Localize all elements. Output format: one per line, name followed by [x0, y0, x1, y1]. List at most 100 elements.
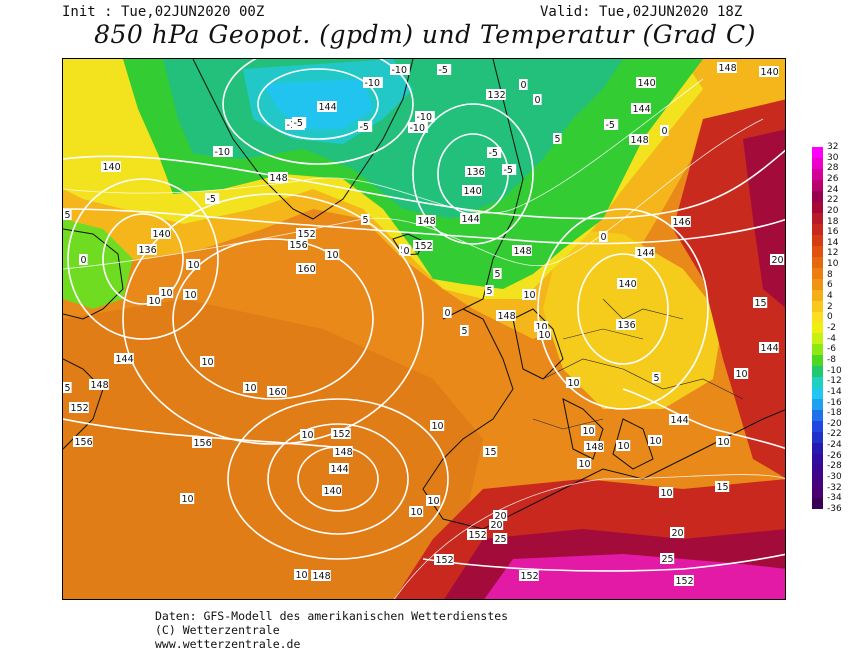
geopotential-label: 144 [462, 214, 480, 225]
geopotential-label: 144 [331, 464, 349, 475]
temperature-label: 5 [65, 383, 71, 394]
temperature-label: 10 [618, 441, 630, 452]
temperature-label: -5 [360, 122, 369, 133]
colorbar-tick-label: -24 [827, 440, 842, 451]
geopotential-label-box [288, 239, 308, 250]
geopotential-label-box [434, 554, 454, 565]
colorbar-segment [812, 366, 823, 378]
temperature-label-box [430, 420, 445, 431]
geopotential-label: 136 [467, 167, 485, 178]
temperature-label: 0 [404, 246, 410, 257]
colorbar-tick-label: -34 [827, 493, 842, 504]
geopotential-label-box [584, 441, 604, 452]
temperature-label-box [734, 368, 749, 379]
temperature-label-box [502, 164, 517, 175]
temperature-label: -5 [439, 65, 448, 76]
colorbar-segment [812, 289, 823, 302]
temperature-label: 5 [363, 215, 369, 226]
temperature-label-box [659, 487, 674, 498]
temperature-label-box [519, 79, 528, 90]
colorbar-tick-label: 20 [827, 205, 839, 216]
geopotential-label: 148 [313, 571, 331, 582]
temperature-label: 10 [245, 383, 257, 394]
temperature-label-box [213, 146, 233, 157]
geopotential-label-box [669, 414, 689, 425]
geopotential-label: 140 [638, 78, 656, 89]
temperature-label: 0 [521, 80, 527, 91]
coastlines [63, 59, 785, 530]
temperature-label: -10 [417, 112, 433, 123]
colorbar-tick-label: -6 [827, 344, 836, 355]
temperature-label-box [363, 77, 383, 88]
geopotential-label-box [465, 166, 485, 177]
valid-time: Valid: Tue,02JUN2020 18Z [540, 4, 743, 20]
geopotential-label-box [674, 575, 694, 586]
temperature-label: -10 [365, 78, 381, 89]
geopotential-label: 152 [436, 555, 454, 566]
colorbar-segment [812, 432, 823, 444]
temperature-label-box [533, 94, 542, 105]
geopotential-label-box [519, 570, 539, 581]
colorbar-tick-label: 12 [827, 248, 839, 259]
temperature-label-box [390, 64, 410, 75]
geopotential-label: 152 [298, 229, 316, 240]
colorbar-tick-label: -14 [827, 386, 842, 397]
colorbar-segment [812, 377, 823, 389]
temperature-label: 10 [327, 250, 339, 261]
colorbar-tick-label: 26 [827, 173, 839, 184]
colorbar-segment [812, 267, 823, 280]
temperature-label-box [522, 289, 537, 300]
temperature-label-box [715, 481, 730, 492]
geopotential-label: 152 [333, 429, 351, 440]
colorbar-tick-label: -2 [827, 323, 836, 333]
geopotential-label: 140 [464, 186, 482, 197]
geopotential-label-box [73, 436, 93, 447]
footer-url[interactable]: www.wetterzentrale.de [155, 637, 301, 651]
colorbar-segment [812, 443, 823, 455]
colorbar-tick-label: -28 [827, 461, 842, 472]
temperature-label: 10 [718, 437, 730, 448]
colorbar-segment [812, 179, 823, 192]
geopotential-label-box [759, 66, 779, 77]
colorbar-tick-label: 4 [827, 291, 833, 302]
geopotential-label-box [137, 244, 157, 255]
geopotential-label-box [629, 134, 649, 145]
temperature-label-box [489, 519, 504, 530]
temperature-label-box [537, 329, 552, 340]
geopotential-label: 140 [761, 67, 779, 78]
geopotential-label: 144 [633, 104, 651, 115]
colorbar-segment [812, 245, 823, 258]
temperature-label-box [358, 121, 373, 132]
geopotential-label: 156 [194, 438, 212, 449]
temperature-label: 5 [555, 134, 561, 145]
temperature-label: 20 [491, 520, 503, 531]
geopotential-label: 140 [619, 279, 637, 290]
temperature-label-box [159, 287, 174, 298]
geopotential-label: 148 [335, 447, 353, 458]
geopotential-label-box [671, 216, 691, 227]
footer-data-source: Daten: GFS-Modell des amerikanischen Wet… [155, 609, 509, 623]
colorbar-segment [812, 454, 823, 466]
temperature-label: 10 [182, 494, 194, 505]
geopotential-label: 144 [761, 343, 779, 354]
temperature-label-box [599, 231, 608, 242]
temperature-label-box [415, 111, 435, 122]
temperature-label: -5 [489, 148, 498, 159]
temperature-label: 15 [717, 482, 729, 493]
temperature-label-box [443, 307, 452, 318]
temperature-label-box [604, 119, 619, 130]
temperature-label: 10 [296, 570, 308, 581]
temperature-label: 10 [524, 290, 536, 301]
geopotential-label: 152 [676, 576, 694, 587]
geopotential-label-box [331, 428, 351, 439]
temperature-label: 10 [411, 507, 423, 518]
geopotential-label-box [267, 386, 287, 397]
colorbar-tick-label: 30 [827, 152, 839, 163]
colorbar-tick-label: 14 [827, 237, 839, 248]
temperature-label: 10 [202, 357, 214, 368]
temperature-label-box [652, 372, 661, 383]
colorbar-segment [812, 278, 823, 291]
temperature-label-box [426, 495, 441, 506]
temperature-label: -5 [207, 194, 216, 205]
